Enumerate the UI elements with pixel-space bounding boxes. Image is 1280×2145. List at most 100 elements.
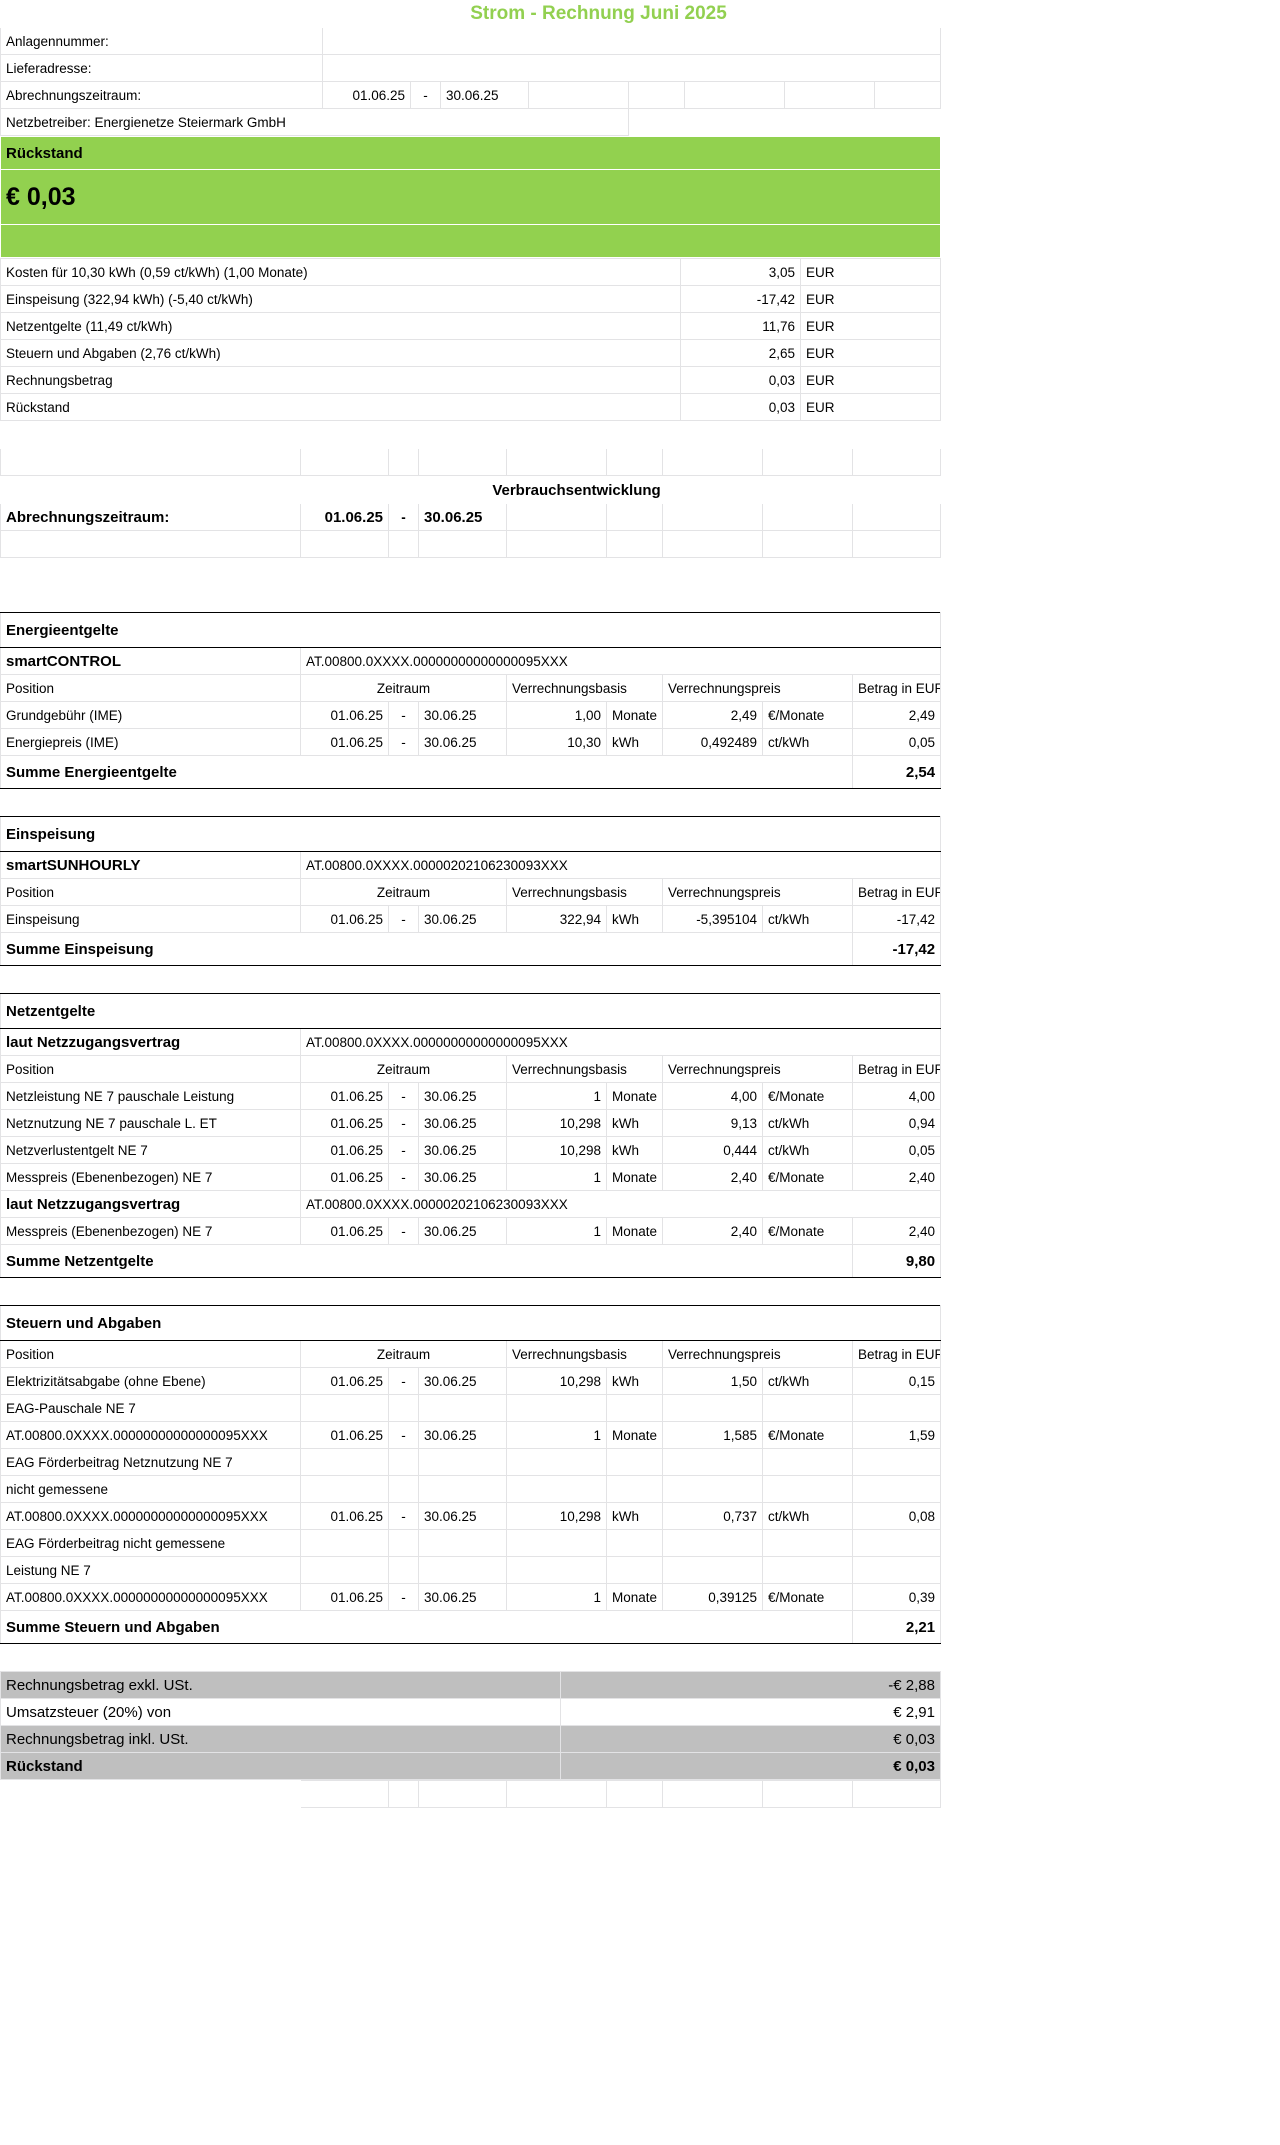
cell-price-value: 0,444 xyxy=(662,1136,763,1164)
spacer-cell xyxy=(1,1278,301,1305)
summary-currency: EUR xyxy=(800,258,941,286)
cell-from: 01.06.25 xyxy=(300,1109,389,1137)
period-pad2 xyxy=(628,81,685,109)
section-total-row: Summe Einspeisung -17,42 xyxy=(0,932,942,966)
cell-dash: - xyxy=(388,1367,419,1395)
cell-amount: 2,40 xyxy=(851,1163,942,1191)
col-header-verrechnungspreis: Verrechnungspreis xyxy=(662,1340,853,1368)
grand-total-label: Umsatzsteuer (20%) von xyxy=(0,1698,561,1726)
cell-to: 30.06.25 xyxy=(418,701,507,729)
cell-from xyxy=(300,1529,389,1557)
cell-price-unit: €/Monate xyxy=(762,1217,853,1245)
cell-price-unit: €/Monate xyxy=(762,701,853,729)
spacer-cell xyxy=(389,1644,419,1671)
cell-dash: - xyxy=(388,1583,419,1611)
table-row: Grundgebühr (IME) 01.06.25-30.06.25 1,00 Mo… xyxy=(0,701,942,729)
cell-basis-unit xyxy=(606,1529,663,1557)
header-block: Strom - Rechnung Juni 2025 Anlagennummer… xyxy=(0,0,942,136)
column-header-row: Position Zeitraum Verrechnungsbasis Verrech… xyxy=(0,1340,942,1368)
cell-to: 30.06.25 xyxy=(418,1421,507,1449)
spacer-cell xyxy=(853,966,941,993)
cell-basis-qty: 1 xyxy=(506,1583,607,1611)
col-header-position: Position xyxy=(0,1340,301,1368)
cell-position: Elektrizitätsabgabe (ohne Ebene) xyxy=(0,1367,301,1395)
cell-from: 01.06.25 xyxy=(300,1583,389,1611)
spacer-cell xyxy=(507,1278,607,1305)
consumption-dash: - xyxy=(388,503,419,531)
summary-currency: EUR xyxy=(800,393,941,421)
lieferadresse-value xyxy=(321,54,942,82)
cell-amount xyxy=(851,1556,942,1584)
cell-from: 01.06.25 xyxy=(300,728,389,756)
cell-price-unit: €/Monate xyxy=(762,1163,853,1191)
cell-from: 01.06.25 xyxy=(300,1367,389,1395)
cell-dash: - xyxy=(388,905,419,933)
section-title: Netzentgelte xyxy=(0,993,942,1029)
cell-amount xyxy=(851,1448,942,1476)
col-header-zeitraum: Zeitraum xyxy=(300,1340,507,1368)
cell-amount: 2,40 xyxy=(851,1217,942,1245)
cell-position: EAG Förderbeitrag Netznutzung NE 7 xyxy=(0,1448,301,1476)
col-header-betrag: Betrag in EUR xyxy=(851,674,942,702)
cell-basis-qty: 322,94 xyxy=(506,905,607,933)
spacer-cell xyxy=(663,789,763,816)
cell-position: EAG-Pauschale NE 7 xyxy=(0,1394,301,1422)
cell-price-unit: ct/kWh xyxy=(762,1367,853,1395)
cell-from: 01.06.25 xyxy=(300,1082,389,1110)
col-header-betrag: Betrag in EUR xyxy=(851,1055,942,1083)
title-row: Strom - Rechnung Juni 2025 xyxy=(1,1,941,28)
table-row: EAG-Pauschale NE 7 xyxy=(0,1394,942,1422)
table-row: Messpreis (Ebenenbezogen) NE 7 01.06.25-3… xyxy=(0,1163,942,1191)
cell-amount: 0,39 xyxy=(851,1583,942,1611)
spacer-cell xyxy=(853,1644,941,1671)
cell-position: AT.00800.0XXXX.00000000000000095XXX xyxy=(0,1583,301,1611)
cell-price-value xyxy=(662,1556,763,1584)
period-pad4 xyxy=(783,81,876,109)
summary-value: 11,76 xyxy=(680,312,801,340)
cell-dash xyxy=(388,1475,419,1503)
cell-from xyxy=(300,1448,389,1476)
spacer-cell xyxy=(419,1278,507,1305)
contract-id: AT.00800.0XXXX.00000000000000095XXX xyxy=(299,647,942,675)
cell-price-value xyxy=(662,1394,763,1422)
cell-price-unit: €/Monate xyxy=(762,1082,853,1110)
cell-basis-unit xyxy=(606,1394,663,1422)
cell-basis-qty xyxy=(506,1529,607,1557)
summary-row: Einspeisung (322,94 kWh) (-5,40 ct/kWh) -… xyxy=(0,285,941,313)
spacer-cell xyxy=(763,1644,853,1671)
cell-basis-unit: kWh xyxy=(606,1109,663,1137)
period-pad3 xyxy=(684,81,785,109)
section-total-row: Summe Netzentgelte 9,80 xyxy=(0,1244,942,1278)
spacer-cell xyxy=(301,789,389,816)
spacer-cell xyxy=(389,789,419,816)
section-total-value: -17,42 xyxy=(851,932,942,966)
section-total-row: Summe Steuern und Abgaben 2,21 xyxy=(0,1610,942,1644)
cell-price-value: -5,395104 xyxy=(662,905,763,933)
cell-price-value: 0,737 xyxy=(662,1502,763,1530)
cell-position: Grundgebühr (IME) xyxy=(0,701,301,729)
col-header-verrechnungspreis: Verrechnungspreis xyxy=(662,878,853,906)
contract-name: laut Netzzugangsvertrag xyxy=(0,1190,301,1218)
consumption-from: 01.06.25 xyxy=(300,503,389,531)
cell-price-unit: ct/kWh xyxy=(762,905,853,933)
table-row: Netzleistung NE 7 pauschale Leistung 01.0… xyxy=(0,1082,942,1110)
spacer-row xyxy=(1,789,941,816)
cell-amount: 0,05 xyxy=(851,728,942,756)
period-dash: - xyxy=(410,81,441,109)
cell-basis-qty xyxy=(506,1556,607,1584)
contract-id: AT.00800.0XXXX.00000000000000095XXX xyxy=(299,1028,942,1056)
cell-basis-qty: 1 xyxy=(506,1082,607,1110)
spacer-cell xyxy=(301,966,389,993)
section-total-value: 2,21 xyxy=(851,1610,942,1644)
contract-name: laut Netzzugangsvertrag xyxy=(0,1028,301,1056)
cell-price-value: 0,39125 xyxy=(662,1583,763,1611)
table-row: EAG Förderbeitrag Netznutzung NE 7 xyxy=(0,1448,942,1476)
summary-row: Netzentgelte (11,49 ct/kWh) 11,76 EUR xyxy=(0,312,941,340)
spacer-cell xyxy=(607,966,663,993)
spacer-cell xyxy=(663,966,763,993)
col-header-verrechnungspreis: Verrechnungspreis xyxy=(662,1055,853,1083)
anlagennummer-row: Anlagennummer: xyxy=(0,27,942,55)
highlight-amount: € 0,03 xyxy=(0,169,941,225)
cell-dash: - xyxy=(388,1502,419,1530)
spacer-cell xyxy=(301,1278,389,1305)
